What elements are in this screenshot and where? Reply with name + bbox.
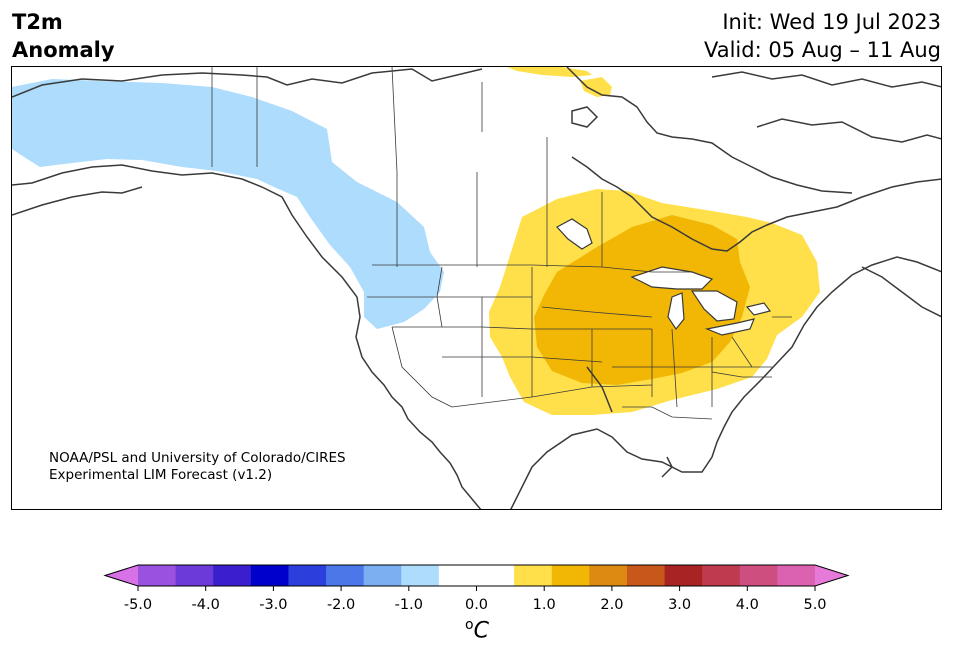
colorbar-swatch bbox=[514, 565, 553, 586]
colorbar-swatch bbox=[326, 565, 365, 586]
warm-anomaly-core bbox=[534, 215, 750, 385]
map-canvas bbox=[12, 67, 941, 509]
colorbar-extend-low bbox=[105, 565, 138, 586]
valid-range: Valid: 05 Aug – 11 Aug bbox=[703, 38, 941, 62]
colorbar-swatch bbox=[401, 565, 440, 586]
colorbar-swatch bbox=[664, 565, 703, 586]
colorbar-swatch bbox=[175, 565, 214, 586]
unit-base: C bbox=[473, 618, 489, 644]
colorbar-swatch bbox=[438, 565, 477, 586]
colorbar-swatch bbox=[213, 565, 252, 586]
colorbar-swatch bbox=[551, 565, 590, 586]
colorbar-tick-label: -1.0 bbox=[394, 597, 423, 613]
colorbar-swatch bbox=[476, 565, 515, 586]
colorbar-swatch bbox=[589, 565, 628, 586]
map-title: T2m Anomaly bbox=[12, 8, 115, 64]
colorbar-tick-label: 0.0 bbox=[464, 597, 489, 613]
great-lakes bbox=[556, 218, 772, 336]
credit-text: NOAA/PSL and University of Colorado/CIRE… bbox=[49, 450, 346, 484]
colorbar-tick-label: 4.0 bbox=[735, 597, 759, 613]
warm-anomaly-arctic bbox=[507, 67, 612, 97]
colorbar-bar bbox=[103, 564, 850, 591]
init-date: Init: Wed 19 Jul 2023 bbox=[722, 10, 941, 34]
credit-line-2: Experimental LIM Forecast (v1.2) bbox=[49, 467, 273, 483]
colorbar-extend-high bbox=[815, 565, 848, 586]
title-line-2: Anomaly bbox=[12, 38, 115, 62]
colorbar-swatch bbox=[250, 565, 289, 586]
colorbar-swatch bbox=[138, 565, 177, 586]
title-line-1: T2m bbox=[12, 10, 63, 34]
colorbar-tick-label: -2.0 bbox=[326, 597, 356, 613]
colorbar-tick-label: 5.0 bbox=[803, 597, 827, 613]
colorbar-tick-label: 3.0 bbox=[668, 597, 692, 613]
colorbar-tick-label: -4.0 bbox=[191, 597, 220, 613]
unit-superscript: o bbox=[465, 617, 474, 633]
colorbar-swatch bbox=[777, 565, 816, 586]
colorbar: -5.0 -4.0 -3.0 -2.0 -1.0 0.0 1.0 2.0 3.0 4.0 5.0 o… bbox=[0, 560, 953, 656]
credit-line-1: NOAA/PSL and University of Colorado/CIRE… bbox=[49, 450, 346, 466]
colorbar-unit: oC bbox=[465, 617, 489, 643]
map-panel bbox=[11, 66, 942, 510]
colorbar-swatch bbox=[739, 565, 778, 586]
colorbar-swatch bbox=[626, 565, 666, 586]
colorbar-tick-label: 1.0 bbox=[532, 597, 556, 613]
colorbar-tick-label: 2.0 bbox=[600, 597, 624, 613]
political-borders bbox=[211, 67, 792, 420]
cool-anomaly-northwest bbox=[12, 79, 444, 329]
colorbar-tick-label: -3.0 bbox=[259, 597, 288, 613]
colorbar-swatch bbox=[288, 565, 327, 586]
colorbar-tick-label: -5.0 bbox=[123, 597, 153, 613]
colorbar-swatch bbox=[702, 565, 741, 586]
coastlines bbox=[12, 67, 941, 509]
forecast-dates: Init: Wed 19 Jul 2023 Valid: 05 Aug – 11… bbox=[704, 8, 941, 64]
colorbar-swatch bbox=[363, 565, 402, 586]
